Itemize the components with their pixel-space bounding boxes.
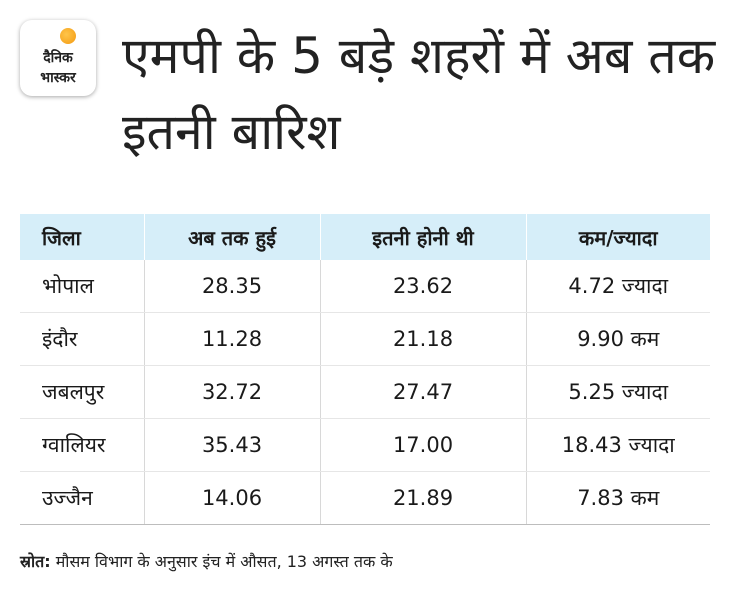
table-row: उज्जैन 14.06 21.89 7.83 कम	[20, 471, 710, 525]
cell-difference: 18.43 ज्यादा	[526, 418, 710, 472]
cell-expected: 23.62	[320, 260, 527, 313]
cell-district: उज्जैन	[20, 471, 145, 525]
cell-district: भोपाल	[20, 260, 145, 313]
cell-received: 32.72	[144, 365, 321, 419]
source-label: स्रोत:	[20, 552, 51, 571]
source-text: मौसम विभाग के अनुसार इंच में औसत, 13 अगस…	[50, 552, 393, 571]
cell-district: इंदौर	[20, 312, 145, 366]
cell-difference: 7.83 कम	[526, 471, 710, 525]
cell-received: 11.28	[144, 312, 321, 366]
table-row: ग्वालियर 35.43 17.00 18.43 ज्यादा	[20, 418, 710, 472]
header-expected: इतनी होनी थी	[320, 214, 527, 260]
table-row: जबलपुर 32.72 27.47 5.25 ज्यादा	[20, 365, 710, 419]
cell-expected: 21.89	[320, 471, 527, 525]
cell-difference: 9.90 कम	[526, 312, 710, 366]
logo-line-2: भास्कर	[40, 70, 76, 86]
table-header-row: जिला अब तक हुई इतनी होनी थी कम/ज्यादा	[20, 214, 710, 260]
table-row: इंदौर 11.28 21.18 9.90 कम	[20, 312, 710, 366]
cell-received: 14.06	[144, 471, 321, 525]
sun-icon	[60, 28, 76, 44]
header-district: जिला	[20, 214, 145, 260]
cell-received: 28.35	[144, 260, 321, 313]
source-note: स्रोत: मौसम विभाग के अनुसार इंच में औसत,…	[20, 550, 393, 572]
cell-expected: 27.47	[320, 365, 527, 419]
cell-district: जबलपुर	[20, 365, 145, 419]
rainfall-table: जिला अब तक हुई इतनी होनी थी कम/ज्यादा भो…	[20, 214, 710, 525]
brand-logo: दैनिक भास्कर	[20, 20, 96, 96]
cell-expected: 21.18	[320, 312, 527, 366]
page-title: एमपी के 5 बड़े शहरों में अब तक इतनी बारि…	[122, 27, 716, 161]
cell-received: 35.43	[144, 418, 321, 472]
cell-district: ग्वालियर	[20, 418, 145, 472]
cell-expected: 17.00	[320, 418, 527, 472]
header-received: अब तक हुई	[144, 214, 321, 260]
header-difference: कम/ज्यादा	[526, 214, 710, 260]
logo-line-1: दैनिक	[43, 50, 73, 66]
cell-difference: 5.25 ज्यादा	[526, 365, 710, 419]
cell-difference: 4.72 ज्यादा	[526, 260, 710, 313]
table-row: भोपाल 28.35 23.62 4.72 ज्यादा	[20, 260, 710, 313]
